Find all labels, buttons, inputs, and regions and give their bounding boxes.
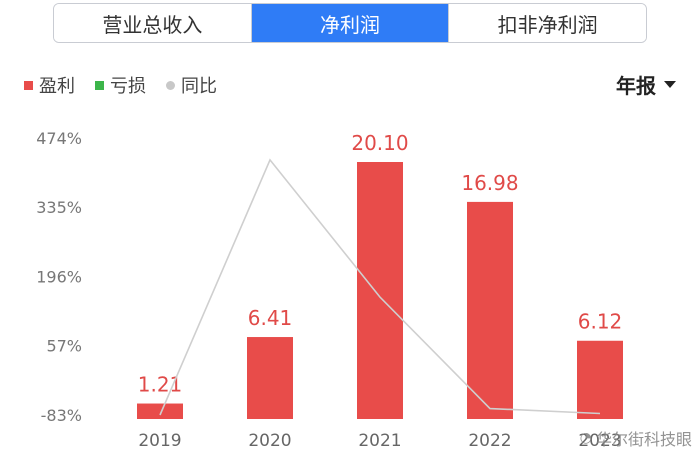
bar-value-label: 6.12 (578, 310, 623, 334)
yoy-dot-icon (166, 80, 175, 90)
y-tick-label: 335% (36, 198, 82, 217)
tab-total-revenue[interactable]: 营业总收入 (54, 4, 252, 42)
bar (577, 340, 623, 419)
bar (357, 162, 403, 419)
bar (467, 201, 513, 419)
legend-label-loss: 亏损 (110, 76, 146, 97)
loss-swatch-icon (95, 80, 104, 90)
bar-value-label: 1.21 (138, 373, 183, 397)
y-tick-label: -83% (41, 406, 82, 425)
profit-swatch-icon (24, 80, 33, 90)
tab-deducted-net-profit[interactable]: 扣非净利润 (449, 4, 646, 42)
bar-value-label: 6.41 (248, 306, 293, 330)
x-tick-label: 2022 (468, 431, 511, 451)
chart-legend: 盈利 亏损 同比 (24, 72, 237, 98)
x-tick-label: 2019 (138, 431, 181, 451)
x-tick-label: 2020 (248, 431, 291, 451)
watermark: ◔ 华尔街科技眼 (580, 426, 692, 450)
caret-down-icon (664, 81, 676, 88)
legend-item-loss[interactable]: 亏损 (95, 72, 146, 98)
x-tick-label: 2023 (578, 431, 621, 451)
legend-label-yoy: 同比 (181, 76, 217, 97)
tab-net-profit[interactable]: 净利润 (251, 4, 450, 42)
bar (247, 337, 293, 419)
yoy-line (159, 158, 601, 416)
y-tick-label: 196% (36, 267, 82, 286)
watermark-text: 华尔街科技眼 (595, 430, 692, 449)
legend-label-profit: 盈利 (39, 76, 75, 97)
period-label: 年报 (616, 74, 656, 98)
legend-item-profit[interactable]: 盈利 (24, 72, 75, 98)
y-tick-label: 474% (36, 129, 82, 148)
legend-item-yoy[interactable]: 同比 (166, 72, 217, 98)
period-selector[interactable]: 年报 (616, 70, 676, 99)
metric-tabs: 营业总收入 净利润 扣非净利润 (53, 3, 647, 43)
x-tick-label: 2021 (358, 431, 401, 451)
bar (137, 403, 183, 419)
y-tick-label: 57% (46, 336, 82, 355)
weibo-icon: ◔ (579, 430, 592, 446)
bar-value-label: 16.98 (461, 171, 518, 195)
bar-value-label: 20.10 (351, 131, 408, 155)
